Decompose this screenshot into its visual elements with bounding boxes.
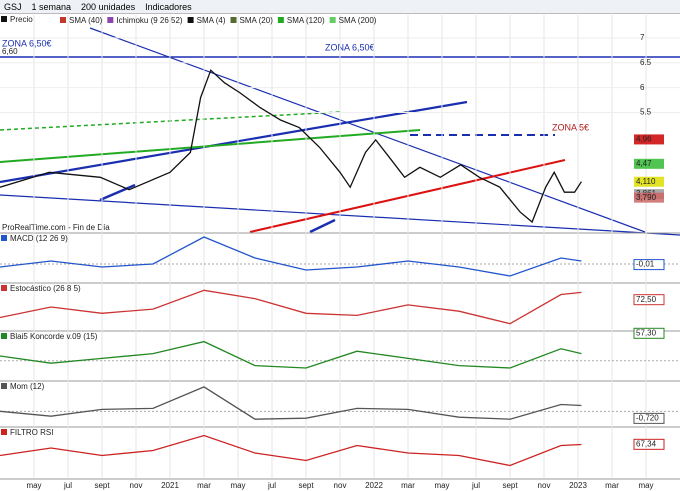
price-label: 4,110 bbox=[636, 177, 656, 186]
price-label: 3,790 bbox=[636, 193, 657, 202]
price-label: 4,47 bbox=[636, 159, 652, 168]
annotation: ProRealTime.com - Fin de Día bbox=[2, 223, 110, 232]
current-value-box bbox=[633, 327, 665, 339]
x-tick-label: nov bbox=[130, 481, 143, 490]
annotation: ZONA 6,50€ bbox=[325, 42, 375, 52]
price-label-box bbox=[634, 158, 664, 169]
current-value-box bbox=[633, 259, 665, 271]
x-tick-label: sept bbox=[502, 481, 518, 490]
current-value-box bbox=[633, 438, 665, 450]
series-line bbox=[0, 289, 582, 325]
price-label-box bbox=[634, 134, 664, 145]
x-tick-label: 2022 bbox=[365, 481, 383, 490]
legend-label: SMA (120) bbox=[287, 16, 325, 25]
units[interactable]: 200 unidades bbox=[81, 1, 136, 12]
x-tick-label: jul bbox=[267, 481, 276, 490]
annotation: ZONA 6,50€ bbox=[2, 38, 52, 48]
y-tick-label: 7 bbox=[640, 33, 645, 42]
current-value: -0,01 bbox=[636, 260, 655, 269]
x-tick-label: jul bbox=[471, 481, 480, 490]
panel-title: Estocástico (26 8 5) bbox=[10, 284, 81, 293]
panel-title-bg bbox=[1, 333, 7, 339]
x-tick-label: 2023 bbox=[569, 481, 587, 490]
trend-line bbox=[0, 100, 468, 184]
x-tick-label: 2021 bbox=[161, 481, 179, 490]
price-label-box bbox=[634, 192, 664, 203]
series-line bbox=[0, 69, 582, 224]
trend-line bbox=[0, 129, 421, 163]
legend-label: Ichimoku (9 26 52) bbox=[116, 16, 183, 25]
panel-title-bg bbox=[1, 383, 7, 389]
legend-label: SMA (200) bbox=[339, 16, 377, 25]
panel-title-bg bbox=[1, 285, 7, 291]
legend-label: SMA (20) bbox=[240, 16, 274, 25]
annotation: 6,60 bbox=[2, 47, 18, 56]
panel-title-bg bbox=[1, 235, 7, 241]
series-line bbox=[0, 340, 582, 369]
legend-swatch bbox=[329, 17, 336, 23]
legend-swatch bbox=[187, 17, 194, 23]
legend-swatch bbox=[230, 17, 237, 23]
trend-line bbox=[89, 27, 646, 233]
x-tick-label: may bbox=[230, 481, 245, 490]
toolbar: GSJ 1 semana 200 unidades Indicadores bbox=[0, 0, 680, 14]
current-value: -0,720 bbox=[636, 413, 659, 422]
x-tick-label: sept bbox=[298, 481, 314, 490]
arrow bbox=[309, 218, 336, 234]
series-line bbox=[0, 386, 582, 420]
legend-label: SMA (4) bbox=[197, 16, 226, 25]
legend-swatch bbox=[277, 17, 284, 23]
period[interactable]: 1 semana bbox=[31, 1, 72, 12]
y-tick-label: 5.5 bbox=[640, 108, 652, 117]
legend-label: SMA (40) bbox=[69, 16, 103, 25]
symbol[interactable]: GSJ bbox=[4, 1, 22, 12]
x-tick-label: sept bbox=[94, 481, 110, 490]
current-value: 72,50 bbox=[636, 295, 657, 304]
current-value: 67,34 bbox=[636, 439, 657, 448]
x-tick-label: nov bbox=[334, 481, 347, 490]
price-label-box bbox=[634, 176, 664, 187]
panel-title: Precio bbox=[10, 15, 33, 24]
x-tick-label: may bbox=[26, 481, 41, 490]
price-label: 4,96 bbox=[636, 135, 652, 144]
x-tick-label: may bbox=[434, 481, 449, 490]
legend-swatch bbox=[60, 17, 66, 23]
legend-swatch bbox=[107, 17, 114, 23]
current-value: 57,30 bbox=[636, 328, 657, 337]
panel-title: MACD (12 26 9) bbox=[10, 234, 68, 243]
x-tick-label: may bbox=[638, 481, 653, 490]
panel-title-bg bbox=[1, 429, 7, 435]
x-tick-label: jul bbox=[63, 481, 72, 490]
annotation: ZONA 5€ bbox=[552, 122, 589, 132]
arrow bbox=[99, 183, 136, 202]
panel-title: FILTRO RSI bbox=[10, 428, 53, 437]
x-tick-label: mar bbox=[605, 481, 619, 490]
panel-title: Blai5 Koncorde v.09 (15) bbox=[10, 332, 98, 341]
x-tick-label: mar bbox=[197, 481, 211, 490]
current-value-box bbox=[633, 412, 665, 424]
x-tick-label: mar bbox=[401, 481, 415, 490]
series-line bbox=[0, 434, 582, 467]
panel-title-bg bbox=[1, 16, 7, 22]
indicators-button[interactable]: Indicadores bbox=[145, 1, 192, 12]
series-line bbox=[0, 236, 582, 277]
x-tick-label: nov bbox=[538, 481, 551, 490]
y-tick-label: 6 bbox=[640, 83, 645, 92]
y-tick-label: 6.5 bbox=[640, 58, 652, 67]
panel-title: Mom (12) bbox=[10, 382, 45, 391]
current-value-box bbox=[633, 294, 665, 306]
